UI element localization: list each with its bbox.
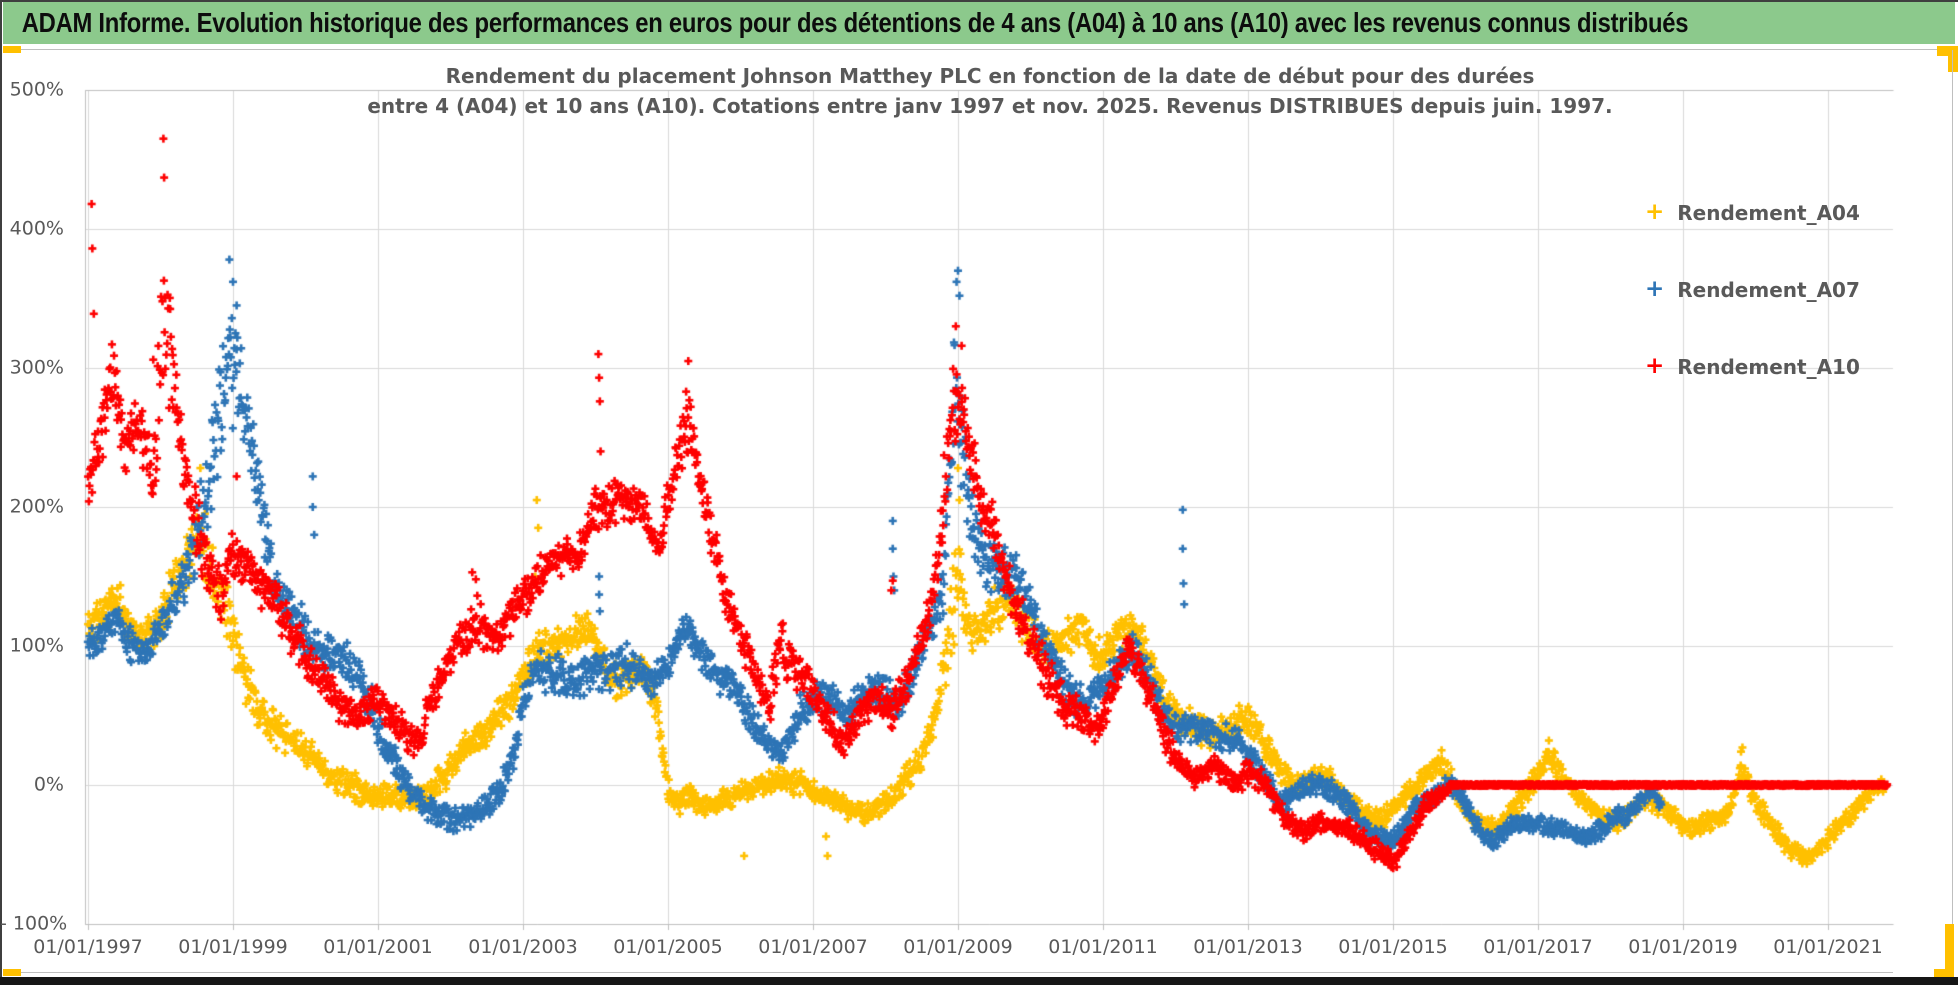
- window-left-border: [0, 0, 2, 985]
- legend-label: Rendement_A04: [1677, 201, 1860, 225]
- x-tick-label: 01/01/2011: [1048, 936, 1158, 958]
- plus-marker-icon: +: [1645, 352, 1665, 379]
- taskbar-strip: [0, 977, 1958, 985]
- y-tick-label: 0%: [33, 773, 64, 796]
- legend-item-rendement_a10[interactable]: + Rendement_A10: [1645, 352, 1860, 382]
- y-tick-label: 200%: [9, 495, 64, 518]
- x-tick-label: 01/01/2003: [468, 936, 578, 958]
- x-tick-label: 01/01/2017: [1483, 936, 1593, 958]
- selection-handle-top-right-v: [1948, 46, 1958, 72]
- y-tick-label: 400%: [9, 217, 64, 240]
- y-tick-label: 500%: [9, 78, 64, 101]
- x-tick-label: 01/01/2021: [1773, 936, 1883, 958]
- x-tick-label: 01/01/2015: [1338, 936, 1448, 958]
- x-tick-label: 01/01/2013: [1193, 936, 1303, 958]
- x-tick-label: 01/01/1999: [178, 936, 288, 958]
- x-tick-label: 01/01/1997: [33, 936, 143, 958]
- selection-handle-bottom-left: [3, 969, 21, 976]
- title-banner: ADAM Informe. Evolution historique des p…: [3, 2, 1955, 44]
- x-tick-label: 01/01/2001: [323, 936, 433, 958]
- y-tick-label: 300%: [9, 356, 64, 379]
- selection-handle-bottom-right: [1934, 969, 1954, 977]
- plus-marker-icon: +: [1645, 275, 1665, 302]
- x-tick-label: 01/01/2019: [1628, 936, 1738, 958]
- x-tick-label: 01/01/2005: [613, 936, 723, 958]
- selection-handle-top-right: [1937, 46, 1958, 56]
- selection-handle-top-left: [3, 46, 21, 53]
- chart-object-top-border: [21, 49, 1937, 50]
- selection-handle-bottom-right-v: [1945, 924, 1954, 977]
- window-top-border: [0, 0, 1958, 2]
- y-tick-label: - 100%: [0, 912, 68, 935]
- legend-item-rendement_a04[interactable]: + Rendement_A04: [1645, 198, 1860, 228]
- y-tick-label: 100%: [9, 634, 64, 657]
- chart-object-bottom-border: [3, 972, 1893, 973]
- legend-item-rendement_a07[interactable]: + Rendement_A07: [1645, 275, 1860, 305]
- chart-title-line1: Rendement du placement Johnson Matthey P…: [445, 64, 1535, 88]
- chart-object-right-border: [1952, 50, 1953, 972]
- x-tick-label: 01/01/2009: [903, 936, 1013, 958]
- chart-title-line2: entre 4 (A04) et 10 ans (A10). Cotations…: [367, 94, 1613, 118]
- banner-title: ADAM Informe. Evolution historique des p…: [21, 7, 1689, 38]
- x-tick-label: 01/01/2007: [758, 936, 868, 958]
- legend-label: Rendement_A07: [1677, 278, 1860, 302]
- plus-marker-icon: +: [1645, 198, 1665, 225]
- legend-label: Rendement_A10: [1677, 355, 1860, 379]
